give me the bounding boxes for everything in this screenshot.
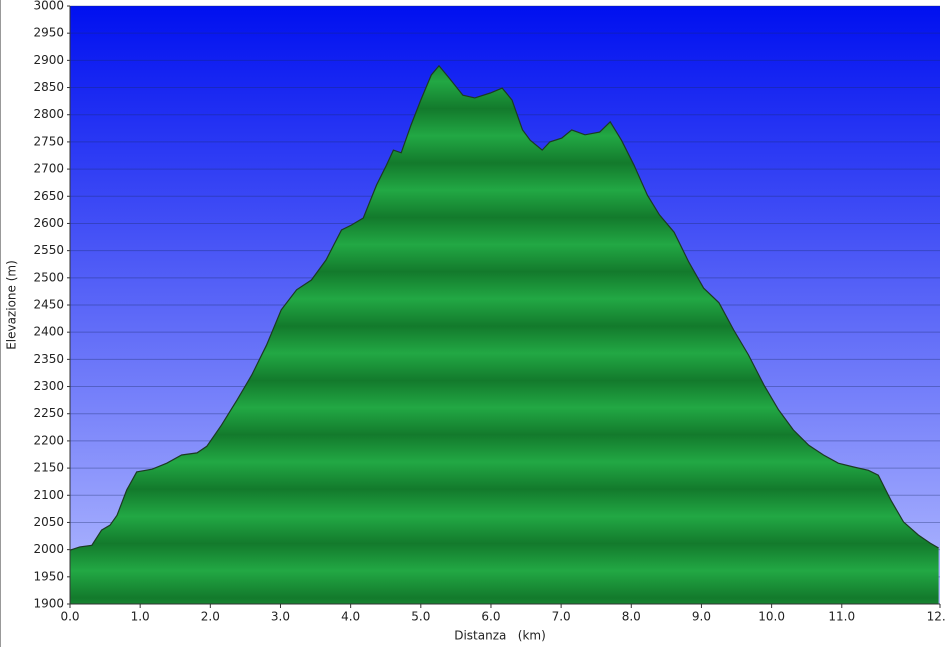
y-tick-label: 2500 bbox=[33, 270, 64, 284]
x-tick-label: 8.0 bbox=[622, 610, 641, 624]
y-tick-label: 2350 bbox=[33, 352, 64, 366]
x-tick-label: 1.0 bbox=[131, 610, 150, 624]
y-tick-label: 2750 bbox=[33, 134, 64, 148]
y-tick-label: 2850 bbox=[33, 80, 64, 94]
y-axis-title: Elevazione (m) bbox=[5, 260, 19, 350]
y-tick-label: 2550 bbox=[33, 243, 64, 257]
x-tick-label: 12.4 bbox=[927, 610, 945, 624]
y-tick-label: 2150 bbox=[33, 461, 64, 475]
y-tick-label: 2000 bbox=[33, 542, 64, 556]
x-tick-label: 9.0 bbox=[692, 610, 711, 624]
elevation-area bbox=[70, 65, 939, 605]
y-tick-label: 2600 bbox=[33, 216, 64, 230]
x-tick-label: 3.0 bbox=[271, 610, 290, 624]
elevation-outline bbox=[69, 64, 939, 551]
y-tick-label: 2800 bbox=[33, 107, 64, 121]
y-tick-label: 2200 bbox=[33, 433, 64, 447]
y-tick-label: 2450 bbox=[33, 298, 64, 312]
y-tick-label: 2300 bbox=[33, 379, 64, 393]
y-tick-label: 2700 bbox=[33, 162, 64, 176]
y-tick-label: 1950 bbox=[33, 569, 64, 583]
y-tick-label: 2900 bbox=[33, 53, 64, 67]
x-tick-label: 2.0 bbox=[201, 610, 220, 624]
y-tick-label: 2400 bbox=[33, 325, 64, 339]
x-tick-label: 10.0 bbox=[758, 610, 785, 624]
x-tick-label: 11.0 bbox=[828, 610, 855, 624]
y-tick-label: 2250 bbox=[33, 406, 64, 420]
y-tick-label: 2100 bbox=[33, 488, 64, 502]
x-tick-label: 4.0 bbox=[341, 610, 360, 624]
y-tick-label: 2650 bbox=[33, 189, 64, 203]
y-tick-label: 1900 bbox=[33, 597, 64, 611]
y-tick-label: 2050 bbox=[33, 515, 64, 529]
x-tick-label: 0.0 bbox=[60, 610, 79, 624]
y-tick-label: 3000 bbox=[33, 0, 64, 13]
x-tick-label: 7.0 bbox=[552, 610, 571, 624]
x-tick-label: 6.0 bbox=[481, 610, 500, 624]
y-tick-label: 2950 bbox=[33, 26, 64, 40]
x-tick-label: 5.0 bbox=[411, 610, 430, 624]
x-axis-title: Distanza (km) bbox=[454, 629, 546, 643]
